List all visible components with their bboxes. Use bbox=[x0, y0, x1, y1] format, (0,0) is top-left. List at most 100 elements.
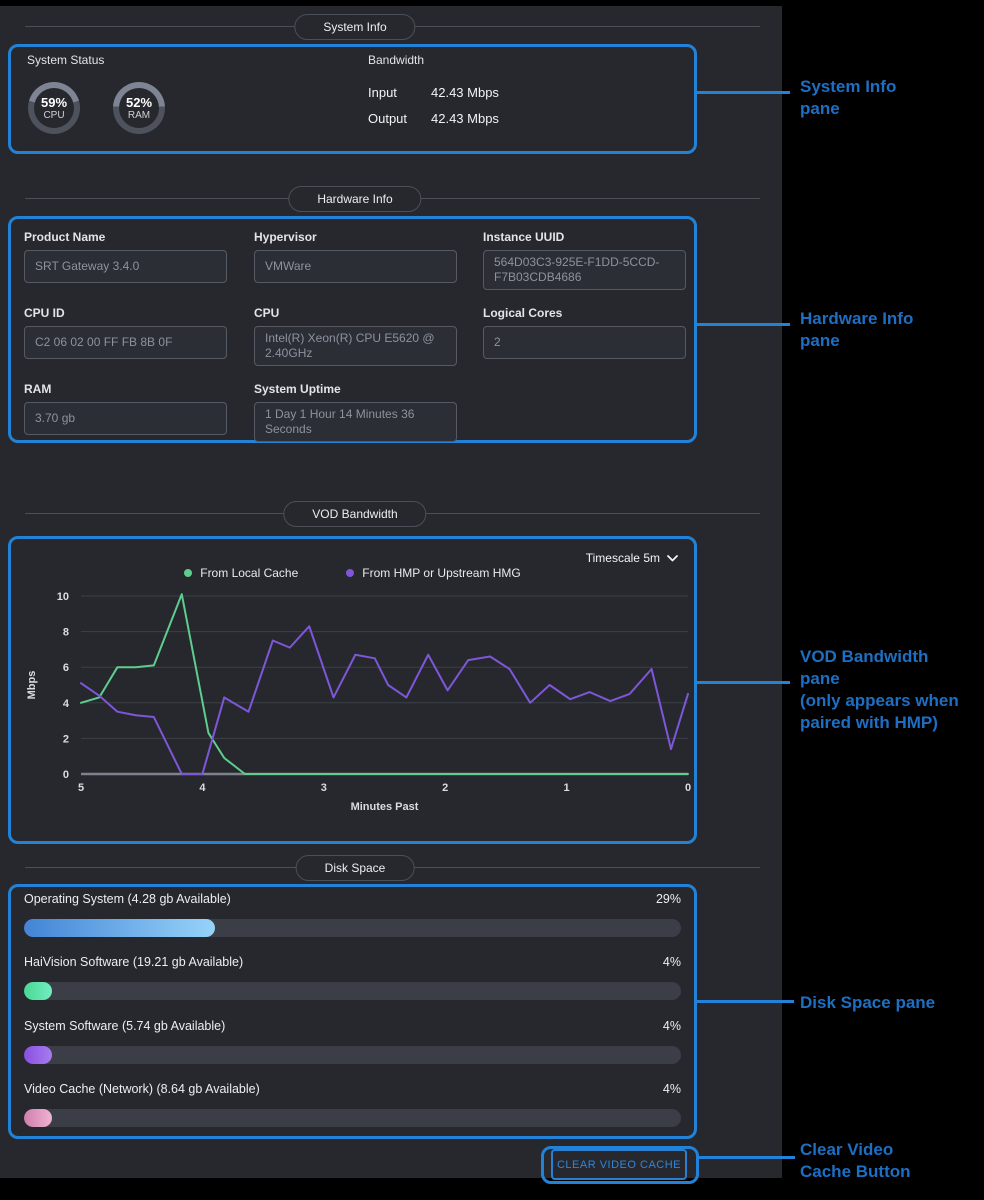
vod-bandwidth-pill: VOD Bandwidth bbox=[283, 501, 427, 527]
callout-line bbox=[699, 1156, 795, 1159]
svg-text:4: 4 bbox=[63, 698, 70, 710]
disk-percentage: 4% bbox=[662, 1019, 681, 1033]
disk-progress-fill bbox=[24, 919, 215, 937]
clear-cache-callout-box bbox=[541, 1146, 699, 1184]
disk-progress-fill bbox=[24, 982, 52, 1000]
field-label: Instance UUID bbox=[483, 230, 565, 244]
cpu-gauge: 59% CPU bbox=[28, 82, 80, 134]
field-cpu-id: CPU ID C2 06 02 00 FF FB 8B 0F bbox=[24, 306, 227, 359]
bandwidth-input-value: 42.43 Mbps bbox=[431, 85, 499, 100]
disk-percentage: 4% bbox=[662, 1082, 681, 1096]
hardware-info-pane: Product Name SRT Gateway 3.4.0 Hyperviso… bbox=[8, 216, 697, 443]
cpu-gauge-center: 59% CPU bbox=[34, 88, 74, 128]
bandwidth-output-label: Output bbox=[368, 111, 408, 126]
field-value-box: C2 06 02 00 FF FB 8B 0F bbox=[24, 326, 227, 359]
disk-row-haivision-software: HaiVision Software (19.21 gb Available) … bbox=[24, 955, 681, 1000]
svg-text:4: 4 bbox=[199, 782, 206, 794]
field-value-box: VMWare bbox=[254, 250, 457, 283]
section-header-hardware-info: Hardware Info bbox=[25, 186, 760, 212]
legend-marker-icon bbox=[346, 569, 355, 577]
vod-bandwidth-pane: Timescale 5m From Local Cache From HMP o… bbox=[8, 536, 697, 844]
disk-space-pane: Operating System (4.28 gb Available) 29%… bbox=[8, 884, 697, 1139]
ram-gauge: 52% RAM bbox=[113, 82, 165, 134]
disk-row-video-cache: Video Cache (Network) (8.64 gb Available… bbox=[24, 1082, 681, 1127]
timescale-label: Timescale 5m bbox=[585, 551, 660, 565]
bandwidth-input-label: Input bbox=[368, 85, 397, 100]
disk-progress-track bbox=[24, 1046, 681, 1064]
bandwidth-output-value: 42.43 Mbps bbox=[431, 111, 499, 126]
annotation-system-info: System Info pane bbox=[800, 77, 897, 118]
legend-label: From HMP or Upstream HMG bbox=[362, 566, 521, 580]
callout-line bbox=[697, 323, 790, 326]
disk-progress-track bbox=[24, 982, 681, 1000]
disk-percentage: 4% bbox=[662, 955, 681, 969]
ram-gauge-center: 52% RAM bbox=[119, 88, 159, 128]
legend-marker-icon bbox=[184, 569, 193, 577]
disk-label: HaiVision Software (19.21 gb Available) bbox=[24, 955, 244, 969]
field-value-box: 1 Day 1 Hour 14 Minutes 36 Seconds bbox=[254, 402, 457, 442]
field-value-box: 3.70 gb bbox=[24, 402, 227, 435]
field-label: Hypervisor bbox=[254, 230, 317, 244]
cpu-percentage: 59% bbox=[40, 94, 68, 110]
legend-item-local-cache: From Local Cache bbox=[184, 566, 298, 580]
disk-progress-track bbox=[24, 919, 681, 937]
disk-space-pill: Disk Space bbox=[295, 855, 415, 881]
svg-text:2: 2 bbox=[63, 733, 69, 745]
svg-text:6: 6 bbox=[63, 662, 69, 674]
bandwidth-title: Bandwidth bbox=[368, 53, 425, 67]
svg-text:2: 2 bbox=[442, 782, 448, 794]
ram-gauge-label: RAM bbox=[127, 109, 151, 121]
callout-line bbox=[697, 91, 790, 94]
field-logical-cores: Logical Cores 2 bbox=[483, 306, 686, 359]
timescale-dropdown[interactable]: Timescale 5m bbox=[586, 551, 678, 565]
chart-legend: From Local Cache From HMP or Upstream HM… bbox=[11, 566, 694, 580]
field-label: RAM bbox=[24, 382, 52, 396]
callout-line bbox=[697, 681, 790, 684]
field-cpu: CPU Intel(R) Xeon(R) CPU E5620 @ 2.40GHz bbox=[254, 306, 457, 366]
system-status-label: System Status bbox=[27, 53, 105, 67]
cpu-gauge-label: CPU bbox=[43, 109, 65, 121]
svg-text:Minutes Past: Minutes Past bbox=[351, 801, 419, 813]
field-ram: RAM 3.70 gb bbox=[24, 382, 227, 435]
field-value-box: SRT Gateway 3.4.0 bbox=[24, 250, 227, 283]
disk-percentage: 29% bbox=[655, 892, 681, 906]
field-label: CPU ID bbox=[24, 306, 65, 320]
svg-text:0: 0 bbox=[63, 769, 69, 781]
annotation-clear-button: Clear Video Cache Button bbox=[800, 1140, 911, 1181]
svg-text:10: 10 bbox=[57, 591, 69, 603]
field-value-box: 2 bbox=[483, 326, 686, 359]
svg-text:5: 5 bbox=[78, 782, 84, 794]
svg-text:Mbps: Mbps bbox=[26, 671, 38, 700]
system-info-pane: System Status 59% CPU 52% RAM Bandwidth … bbox=[8, 44, 697, 154]
callout-line bbox=[697, 1000, 794, 1003]
field-label: Logical Cores bbox=[483, 306, 563, 320]
disk-row-operating-system: Operating System (4.28 gb Available) 29% bbox=[24, 892, 681, 937]
legend-item-hmp: From HMP or Upstream HMG bbox=[346, 566, 521, 580]
system-info-pill: System Info bbox=[294, 14, 416, 40]
ram-percentage: 52% bbox=[125, 94, 153, 110]
annotation-hardware-info: Hardware Info pane bbox=[800, 309, 914, 350]
svg-text:1: 1 bbox=[564, 782, 570, 794]
disk-label: System Software (5.74 gb Available) bbox=[24, 1019, 226, 1033]
field-instance-uuid: Instance UUID 564D03C3-925E-F1DD-5CCD-F7… bbox=[483, 230, 686, 290]
disk-label: Video Cache (Network) (8.64 gb Available… bbox=[24, 1082, 260, 1096]
chevron-down-icon bbox=[667, 554, 678, 561]
section-header-disk-space: Disk Space bbox=[25, 855, 760, 881]
section-header-vod-bandwidth: VOD Bandwidth bbox=[25, 501, 760, 527]
field-value-box: 564D03C3-925E-F1DD-5CCD-F7B03CDB4686 bbox=[483, 250, 686, 290]
field-product-name: Product Name SRT Gateway 3.4.0 bbox=[24, 230, 227, 283]
svg-text:8: 8 bbox=[63, 627, 69, 639]
annotation-disk-space: Disk Space pane bbox=[800, 993, 936, 1012]
field-label: Product Name bbox=[24, 230, 106, 244]
disk-row-system-software: System Software (5.74 gb Available) 4% bbox=[24, 1019, 681, 1064]
svg-text:0: 0 bbox=[685, 782, 691, 794]
clear-video-cache-button[interactable]: CLEAR VIDEO CACHE bbox=[551, 1149, 687, 1180]
legend-label: From Local Cache bbox=[200, 566, 299, 580]
disk-progress-track bbox=[24, 1109, 681, 1127]
section-header-system-info: System Info bbox=[25, 14, 760, 40]
field-value-box: Intel(R) Xeon(R) CPU E5620 @ 2.40GHz bbox=[254, 326, 457, 366]
annotation-vod-bandwidth: VOD Bandwidth pane (only appears when pa… bbox=[800, 647, 959, 732]
field-hypervisor: Hypervisor VMWare bbox=[254, 230, 457, 283]
field-system-uptime: System Uptime 1 Day 1 Hour 14 Minutes 36… bbox=[254, 382, 457, 442]
